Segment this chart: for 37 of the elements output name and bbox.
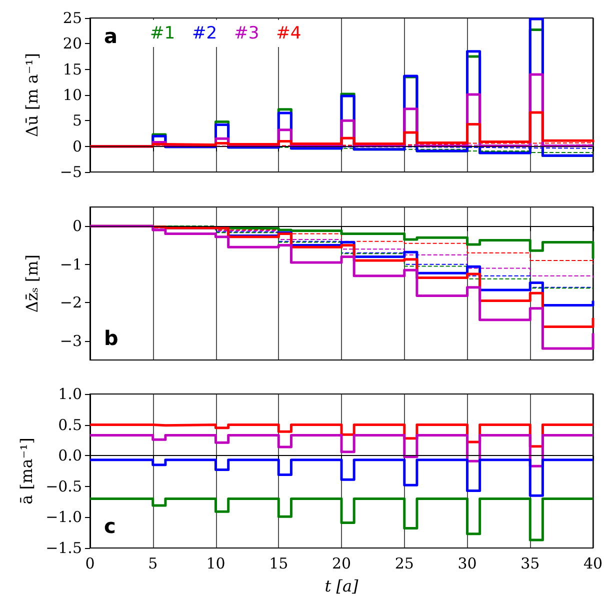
x-tick-label: 25 <box>394 554 414 572</box>
y-tick-label: −1.5 <box>46 539 82 557</box>
y-axis-title: Δū [m a⁻¹] <box>22 52 42 138</box>
y-tick-label: −2 <box>60 294 82 312</box>
text: #2 <box>192 24 218 44</box>
y-tick-label: −0.5 <box>46 477 82 496</box>
y-axis-title: ā [ma⁻¹] <box>17 438 36 504</box>
y-axis-title: Δz̄ₛ [m] <box>22 254 42 313</box>
x-tick-label: 5 <box>148 554 158 572</box>
x-tick-label: 30 <box>458 554 477 572</box>
y-tick-label: 20 <box>62 34 82 53</box>
y-tick-label: 0 <box>72 217 82 236</box>
text: #3 <box>234 24 260 44</box>
y-tick-label: 10 <box>62 86 82 104</box>
y-tick-label: −5 <box>60 163 82 181</box>
y-tick-label: 0.5 <box>58 416 82 434</box>
annotation: c <box>104 514 116 538</box>
y-tick-label: 15 <box>62 60 82 78</box>
text: #4 <box>276 24 302 44</box>
y-tick-label: 25 <box>62 9 82 27</box>
y-tick-label: 0.0 <box>58 446 82 465</box>
y-tick-label: −3 <box>60 332 82 350</box>
x-axis-title: t [a] <box>324 576 360 596</box>
y-tick-label: 1.0 <box>58 385 82 403</box>
annotation: a <box>104 24 118 48</box>
x-tick-label: 20 <box>332 554 352 572</box>
annotation: b <box>104 326 118 350</box>
x-tick-label: 10 <box>206 554 226 572</box>
y-tick-label: 0 <box>72 137 82 156</box>
y-tick-label: −1 <box>60 255 82 274</box>
x-tick-label: 40 <box>583 554 603 572</box>
text: #1 <box>150 24 176 44</box>
y-tick-label: −1.0 <box>46 508 82 526</box>
x-tick-label: 15 <box>269 554 288 572</box>
x-tick-label: 0 <box>85 554 95 572</box>
y-tick-label: 5 <box>72 112 82 130</box>
x-tick-label: 35 <box>520 554 540 572</box>
